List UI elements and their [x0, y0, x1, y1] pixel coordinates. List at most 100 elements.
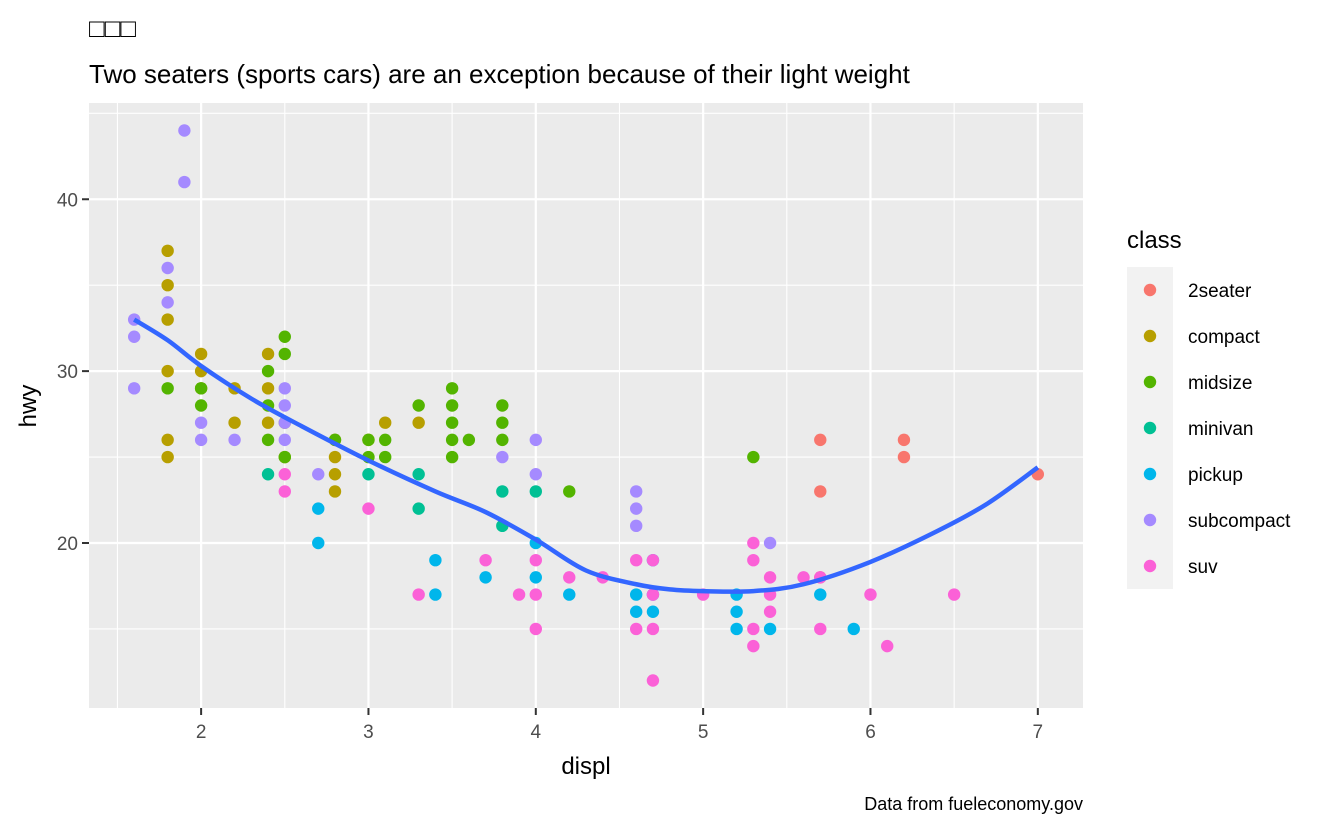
y-axis: 20 30 40 — [57, 190, 89, 555]
point-compact — [161, 433, 174, 447]
point-suv — [630, 622, 643, 636]
legend-key-pickup — [1143, 467, 1157, 481]
point-midsize — [445, 382, 459, 395]
point-minivan — [362, 468, 375, 481]
point-compact — [194, 347, 208, 361]
point-suv — [881, 639, 894, 653]
point-compact — [161, 450, 174, 464]
x-axis: 2 3 4 5 6 7 — [196, 708, 1043, 743]
x-tick-label: 4 — [531, 722, 542, 743]
point-pickup — [429, 553, 442, 567]
point-minivan — [496, 485, 509, 498]
point-suv — [747, 536, 760, 550]
point-compact — [261, 416, 275, 429]
plot-panel — [89, 103, 1083, 708]
point-suv — [763, 605, 777, 618]
point-suv — [278, 485, 291, 498]
point-midsize — [194, 399, 208, 412]
legend-key-subcompact — [1143, 513, 1157, 527]
legend-key-compact — [1143, 329, 1157, 343]
point-suv — [814, 622, 827, 636]
point-midsize — [362, 433, 375, 447]
point-compact — [328, 468, 342, 481]
point-midsize — [278, 450, 291, 464]
point-subcompact — [630, 519, 643, 533]
point-subcompact — [529, 468, 542, 481]
point-compact — [378, 416, 392, 429]
x-tick-label: 7 — [1033, 722, 1044, 743]
scatter-points — [127, 124, 1045, 687]
point-pickup — [814, 588, 827, 601]
legend-key-midsize — [1143, 375, 1157, 389]
point-pickup — [630, 605, 643, 618]
point-subcompact — [278, 382, 291, 395]
point-compact — [261, 347, 275, 361]
point-subcompact — [161, 261, 174, 275]
point-suv — [529, 588, 542, 601]
point-subcompact — [178, 175, 191, 189]
point-pickup — [730, 622, 743, 636]
point-midsize — [261, 433, 275, 447]
legend-label-compact: compact — [1188, 327, 1261, 348]
point-minivan — [412, 468, 425, 481]
point-midsize — [412, 399, 425, 412]
point-subcompact — [278, 399, 291, 412]
point-suv — [479, 553, 492, 567]
legend-label-2seater: 2seater — [1188, 281, 1252, 302]
chart-title: □□□ — [89, 13, 136, 43]
point-pickup — [847, 622, 860, 636]
point-pickup — [563, 588, 576, 601]
point-suv — [646, 553, 660, 567]
point-compact — [261, 382, 275, 395]
point-suv — [747, 639, 760, 653]
point-subcompact — [194, 416, 208, 429]
point-midsize — [261, 364, 275, 378]
point-suv — [362, 502, 375, 515]
point-compact — [161, 244, 174, 258]
chart-caption: Data from fueleconomy.gov — [864, 794, 1083, 814]
point-subcompact — [161, 296, 174, 309]
point-pickup — [312, 502, 325, 515]
point-2seater — [897, 433, 911, 447]
point-subcompact — [194, 433, 208, 447]
point-2seater — [814, 485, 827, 498]
point-subcompact — [278, 433, 291, 447]
point-suv — [278, 468, 291, 481]
point-pickup — [763, 622, 777, 636]
point-suv — [563, 571, 576, 584]
y-tick-label: 20 — [57, 534, 78, 555]
point-pickup — [312, 536, 325, 550]
grid-major — [89, 103, 1083, 708]
point-midsize — [462, 433, 476, 447]
point-midsize — [747, 450, 760, 464]
point-compact — [328, 485, 342, 498]
point-pickup — [730, 605, 743, 618]
point-midsize — [278, 347, 291, 361]
point-pickup — [479, 571, 492, 584]
point-subcompact — [630, 502, 643, 515]
point-suv — [529, 553, 542, 567]
point-midsize — [496, 433, 509, 447]
point-midsize — [378, 433, 392, 447]
point-pickup — [646, 605, 660, 618]
point-subcompact — [312, 468, 325, 481]
point-subcompact — [127, 330, 141, 343]
chart-subtitle: Two seaters (sports cars) are an excepti… — [89, 59, 911, 89]
legend-key-2seater — [1143, 283, 1157, 297]
legend-label-subcompact: subcompact — [1188, 511, 1291, 532]
x-tick-label: 3 — [363, 722, 374, 743]
point-midsize — [445, 416, 459, 429]
x-tick-label: 5 — [698, 722, 709, 743]
point-2seater — [897, 450, 911, 464]
point-suv — [763, 571, 777, 584]
point-midsize — [445, 399, 459, 412]
point-suv — [529, 622, 542, 636]
x-tick-label: 2 — [196, 722, 207, 743]
y-tick-label: 40 — [57, 190, 78, 211]
point-subcompact — [630, 485, 643, 498]
point-compact — [412, 416, 425, 429]
point-suv — [646, 674, 660, 687]
point-pickup — [429, 588, 442, 601]
point-midsize — [496, 399, 509, 412]
